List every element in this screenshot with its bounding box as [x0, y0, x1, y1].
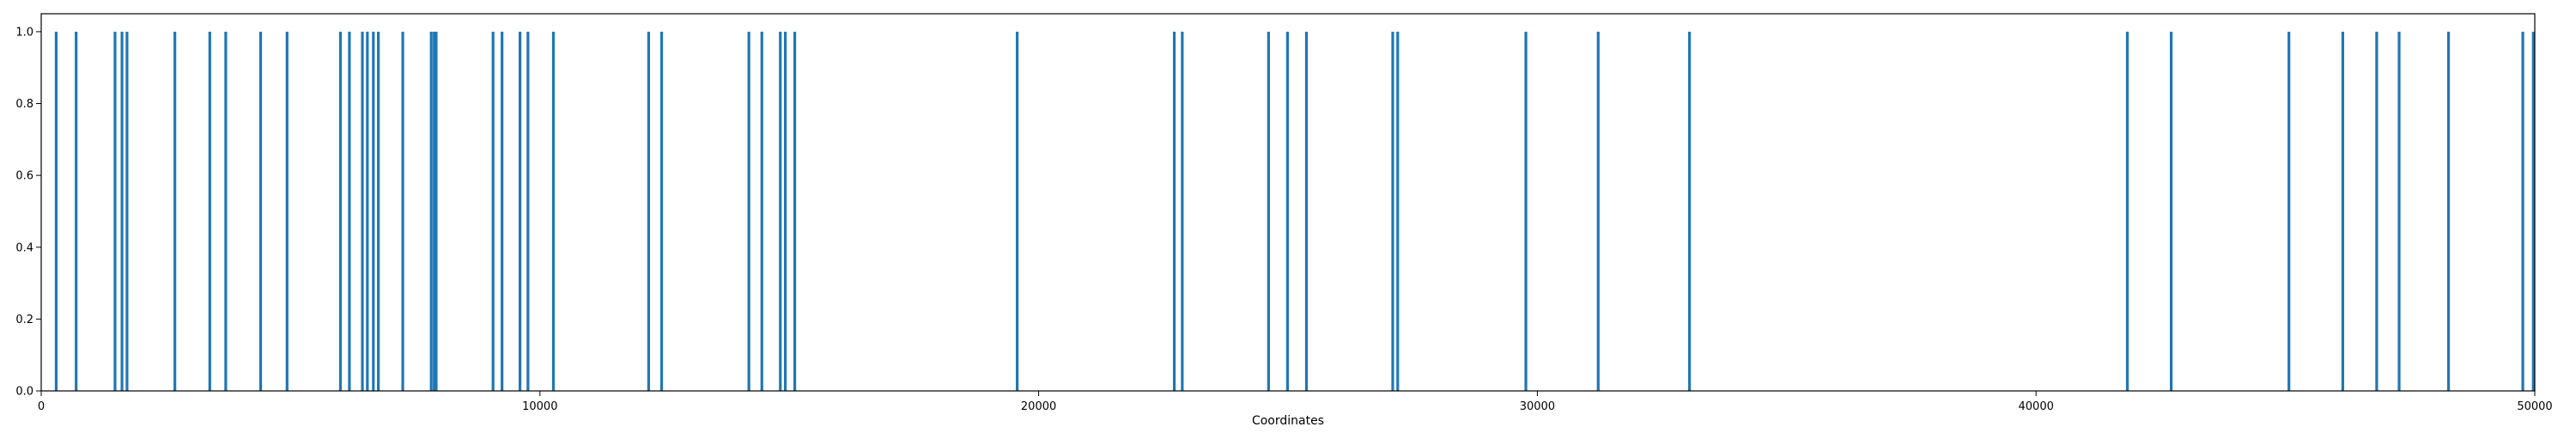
bar	[1391, 31, 1394, 392]
x-tick-label: 20000	[1021, 400, 1056, 413]
bar	[526, 31, 530, 392]
bar	[659, 31, 664, 392]
bar	[1596, 31, 1600, 392]
bar	[2170, 31, 2173, 392]
bar	[2521, 31, 2524, 392]
bar	[173, 31, 177, 392]
bar	[1687, 31, 1692, 392]
bar	[433, 31, 436, 392]
bar	[647, 31, 651, 392]
bar	[551, 31, 556, 392]
y-tick-label: 0.2	[15, 314, 33, 326]
x-tick-label: 10000	[522, 400, 557, 413]
bar	[208, 31, 211, 392]
bar	[2125, 31, 2129, 392]
bar	[361, 31, 364, 392]
bar-series	[54, 31, 2535, 392]
x-axis-label: Coordinates	[1252, 414, 1324, 428]
bar	[1396, 31, 1400, 392]
y-tick-label: 0.8	[15, 98, 33, 111]
bar	[2375, 31, 2379, 392]
bar	[401, 31, 404, 392]
bar	[2287, 31, 2291, 392]
bar	[501, 31, 504, 392]
bar	[793, 31, 797, 392]
x-axis: 0 10000 20000 30000 40000 50000	[38, 391, 2553, 413]
bar	[224, 31, 228, 392]
bar	[285, 31, 289, 392]
bar	[2397, 31, 2401, 392]
bar	[1524, 31, 1528, 392]
x-tick-label: 50000	[2517, 400, 2552, 413]
bar	[2531, 31, 2535, 392]
bar	[2446, 31, 2451, 392]
bar	[434, 31, 438, 392]
bar	[1172, 31, 1176, 392]
bar	[491, 31, 495, 392]
bar	[760, 31, 763, 392]
x-tick-label: 40000	[2019, 400, 2054, 413]
bar	[518, 31, 522, 392]
bar	[1304, 31, 1309, 392]
bar	[1181, 31, 1184, 392]
y-tick-label: 0.0	[15, 386, 33, 399]
y-tick-label: 1.0	[15, 26, 33, 39]
y-tick-label: 0.4	[15, 241, 33, 254]
y-tick-label: 0.6	[15, 170, 33, 183]
bar	[783, 31, 787, 392]
bar	[1267, 31, 1270, 392]
bar	[120, 31, 124, 392]
bar	[348, 31, 351, 392]
x-tick-label: 0	[38, 400, 45, 413]
bar	[75, 31, 78, 392]
bar	[54, 31, 58, 392]
bar	[1285, 31, 1290, 392]
bar	[429, 31, 433, 392]
bar	[779, 31, 782, 392]
bar	[2341, 31, 2344, 392]
plot-frame	[40, 13, 2536, 392]
bar	[377, 31, 380, 392]
bar	[1016, 31, 1019, 392]
y-axis: 0.0 0.2 0.4 0.6 0.8 1.0	[15, 26, 41, 399]
bar	[372, 31, 375, 392]
bar	[113, 31, 117, 392]
bar	[258, 31, 263, 392]
bar	[338, 31, 343, 392]
x-tick-label: 30000	[1520, 400, 1555, 413]
bar	[125, 31, 129, 392]
bar	[366, 31, 369, 392]
bar	[747, 31, 750, 392]
